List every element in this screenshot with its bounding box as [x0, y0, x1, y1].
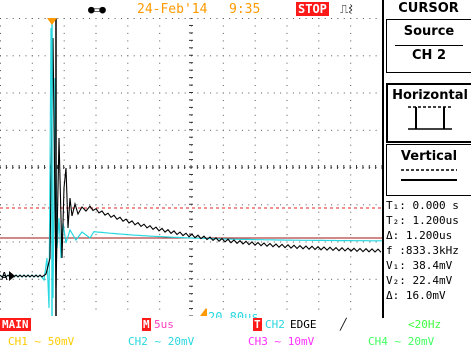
rising-edge-icon: ╱ [340, 318, 347, 331]
menu-title: CURSOR [398, 1, 459, 16]
waveform-canvas[interactable]: A [0, 18, 382, 316]
vertical-menu-button[interactable]: Vertical [386, 144, 471, 196]
channel-scale-row: CH1 ~ 50mV CH2 ~ 20mV CH3 ~ 10mV CH4 ~ 2… [0, 335, 471, 350]
trigger-position-marker[interactable] [47, 18, 57, 25]
timebase-value[interactable]: 5us [154, 318, 174, 331]
trigger-type[interactable]: EDGE [290, 318, 317, 331]
timebase-trigger-row: MAIN M 5us T CH2 EDGE ╱ <20Hz [0, 318, 471, 333]
status-bar: ●▭● 24-Feb'14 9:35 STOP ⎍⌇ [0, 0, 380, 18]
source-value: CH 2 [395, 45, 463, 63]
vertical-cursor-pair-icon [408, 106, 452, 130]
ch3-scale[interactable]: CH3 ~ 10mV [248, 335, 315, 348]
horizontal-label: Horizontal [392, 88, 468, 103]
trigger-source[interactable]: CH2 [265, 318, 285, 331]
ac-coupling-icon: ~ [274, 335, 282, 348]
cursor-menu-panel: CURSOR Source CH 2 Horizontal Vertical T… [382, 0, 471, 318]
ac-coupling-icon: ~ [154, 335, 162, 348]
ch2-scale[interactable]: CH2 ~ 20mV [128, 335, 195, 348]
delta-v-readout: Δ: 16.0mV [386, 289, 446, 302]
waveform-display[interactable]: A 20.80us [0, 18, 382, 324]
ac-coupling-icon: ~ [34, 335, 42, 348]
vertical-label: Vertical [400, 149, 458, 164]
source-label: Source [403, 24, 455, 39]
horizontal-menu-button[interactable]: Horizontal [386, 83, 471, 143]
date-display: 24-Feb'14 [137, 2, 208, 17]
run-stop-indicator[interactable]: STOP [296, 2, 329, 16]
v1-readout: V₁: 38.4mV [386, 259, 453, 272]
usb-connection-icon: ●▭● [88, 3, 106, 16]
bandwidth-limit: <20Hz [408, 318, 442, 331]
delta-t-readout: Δ: 1.200us [386, 229, 453, 242]
cursor-measurements: T₁: 0.000 s T₂: 1.200us Δ: 1.200us f :83… [386, 198, 471, 303]
ch1-scale[interactable]: CH1 ~ 50mV [8, 335, 75, 348]
trigger-badge: T [253, 318, 262, 331]
bottom-status: MAIN M 5us T CH2 EDGE ╱ <20Hz CH1 ~ 50mV… [0, 318, 471, 351]
frequency-readout: f :833.3kHz [386, 244, 459, 257]
horizontal-cursor-pair-icon [401, 169, 457, 181]
source-menu-button[interactable]: Source CH 2 [386, 19, 471, 73]
timebase-mode-badge[interactable]: MAIN [0, 318, 31, 331]
v2-readout: V₂: 22.4mV [386, 274, 453, 287]
timebase-badge: M [142, 318, 151, 331]
single-pulse-icon: ⎍⌇ [340, 2, 353, 16]
time-display: 9:35 [229, 2, 261, 17]
ch4-scale[interactable]: CH4 ~ 20mV [368, 335, 435, 348]
t1-readout: T₁: 0.000 s [386, 199, 459, 212]
ac-coupling-icon: ~ [394, 335, 402, 348]
t2-readout: T₂: 1.200us [386, 214, 459, 227]
graticule-grid [0, 18, 382, 316]
ch1-waveform [0, 37, 382, 289]
trigger-level-marker[interactable]: A [1, 270, 15, 283]
trigger-level-label: A [1, 270, 8, 283]
